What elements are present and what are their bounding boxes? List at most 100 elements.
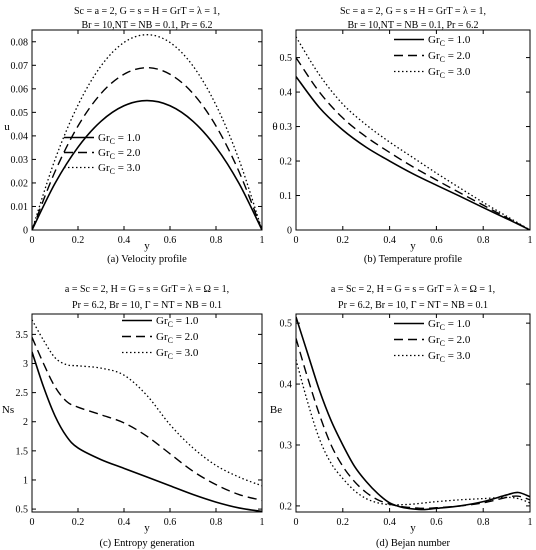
x-tick-label: 0 xyxy=(30,235,35,246)
series-line-3 xyxy=(296,359,530,506)
y-tick-label: 0 xyxy=(287,226,292,237)
y-tick-label: 0.5 xyxy=(280,319,293,330)
y-axis-label: Ns xyxy=(2,404,14,416)
x-tick-label: 1 xyxy=(260,517,265,528)
x-tick-label: 0.2 xyxy=(72,235,85,246)
x-tick-label: 0.6 xyxy=(164,235,177,246)
x-tick-label: 0.6 xyxy=(430,235,443,246)
params-line-1: a = Sc = 2, H = G = s = GrT = λ = Ω = 1, xyxy=(65,284,229,295)
y-tick-label: 0.4 xyxy=(280,88,293,99)
legend-label-base: Gr xyxy=(156,315,168,327)
y-tick-label: 0.5 xyxy=(280,53,293,64)
legend-label-value: = 1.0 xyxy=(445,34,471,46)
x-tick-label: 0.8 xyxy=(477,235,490,246)
y-tick-label: 0.4 xyxy=(280,380,293,391)
plot-frame xyxy=(31,313,263,513)
x-tick-label: 0 xyxy=(294,235,299,246)
y-tick-label: 0.02 xyxy=(11,178,29,189)
legend-label-3: GrC = 3.0 xyxy=(428,66,471,80)
legend-label-base: Gr xyxy=(428,66,440,78)
legend-label-1: GrC = 1.0 xyxy=(98,132,141,146)
legend-label-subscript: C xyxy=(440,355,445,364)
x-tick-label: 0.8 xyxy=(477,517,490,528)
y-tick-label: 0.2 xyxy=(280,157,293,168)
y-tick-label: 0.04 xyxy=(11,131,29,142)
x-axis-label: y xyxy=(144,522,150,534)
legend-label-2: GrC = 2.0 xyxy=(156,331,199,345)
y-tick-label: 0.01 xyxy=(11,202,29,213)
params-line-1: a = Sc = 2, H = G = s = GrT = λ = Ω = 1, xyxy=(331,284,495,295)
legend-label-3: GrC = 3.0 xyxy=(98,162,141,176)
legend-label-subscript: C xyxy=(440,339,445,348)
x-tick-label: 0.2 xyxy=(337,235,350,246)
panel-caption: (a) Velocity profile xyxy=(107,254,187,265)
chart-panel-3: a = Sc = 2, H = G = s = GrT = λ = Ω = 1,… xyxy=(270,284,533,549)
legend-label-subscript: C xyxy=(168,336,173,345)
x-tick-label: 0.4 xyxy=(118,517,131,528)
series-line-2 xyxy=(296,338,530,510)
legend-label-2: GrC = 2.0 xyxy=(98,147,141,161)
legend-label-base: Gr xyxy=(428,350,440,362)
x-tick-label: 0.4 xyxy=(383,235,396,246)
chart-panel-0: Sc = a = 2, G = s = H = GrT = λ = 1, Br =… xyxy=(4,6,264,265)
y-axis-label: Be xyxy=(270,404,282,416)
legend-label-value: = 3.0 xyxy=(445,66,471,78)
legend-label-subscript: C xyxy=(440,55,445,64)
y-tick-label: 0.07 xyxy=(11,61,29,72)
legend-label-base: Gr xyxy=(98,147,110,159)
panel-caption: (b) Temperature profile xyxy=(364,254,463,265)
params-line-2: Br = 10,NT = NB = 0.1, Pr = 6.2 xyxy=(348,20,479,31)
series-line-3 xyxy=(32,34,262,230)
x-tick-label: 0 xyxy=(294,517,299,528)
x-tick-label: 1 xyxy=(260,235,265,246)
legend-label-value: = 1.0 xyxy=(173,315,199,327)
plot-frame xyxy=(31,29,263,231)
legend-label-value: = 2.0 xyxy=(173,331,199,343)
series-line-1 xyxy=(32,351,262,512)
legend-label-value: = 1.0 xyxy=(115,132,141,144)
x-tick-label: 0.6 xyxy=(164,517,177,528)
legend-label-1: GrC = 1.0 xyxy=(428,318,471,332)
legend-label-base: Gr xyxy=(156,347,168,359)
legend-label-value: = 2.0 xyxy=(115,147,141,159)
legend-label-subscript: C xyxy=(440,71,445,80)
legend-label-subscript: C xyxy=(110,167,115,176)
legend-label-subscript: C xyxy=(440,39,445,48)
legend-label-value: = 2.0 xyxy=(445,334,471,346)
legend-label-value: = 1.0 xyxy=(445,318,471,330)
y-tick-label: 0.06 xyxy=(11,84,29,95)
series-line-2 xyxy=(32,66,262,230)
legend-label-subscript: C xyxy=(110,137,115,146)
legend-label-subscript: C xyxy=(440,323,445,332)
y-tick-label: 0.05 xyxy=(11,108,29,119)
y-tick-label: 1.5 xyxy=(16,446,29,457)
series-line-2 xyxy=(32,337,262,502)
legend-label-base: Gr xyxy=(428,318,440,330)
legend-label-base: Gr xyxy=(98,162,110,174)
y-tick-label: 0.3 xyxy=(280,122,293,133)
legend-label-2: GrC = 2.0 xyxy=(428,50,471,64)
legend-label-value: = 2.0 xyxy=(445,50,471,62)
legend-label-base: Gr xyxy=(98,132,110,144)
x-axis-label: y xyxy=(144,240,150,252)
y-axis-label: θ xyxy=(272,121,277,133)
panel-caption: (d) Bejan number xyxy=(376,538,451,549)
legend-label-1: GrC = 1.0 xyxy=(428,34,471,48)
legend-label-value: = 3.0 xyxy=(115,162,141,174)
x-tick-label: 0.2 xyxy=(72,517,85,528)
series-line-1 xyxy=(296,76,530,230)
y-tick-label: 3 xyxy=(23,359,28,370)
x-tick-label: 0.6 xyxy=(430,517,443,528)
x-axis-label: y xyxy=(410,240,416,252)
y-tick-label: 3.5 xyxy=(16,330,29,341)
params-line-2: Pr = 6.2, Br = 10, Γ = NT = NB = 0.1 xyxy=(338,300,488,311)
params-line-2: Pr = 6.2, Br = 10, Γ = NT = NB = 0.1 xyxy=(72,300,222,311)
x-tick-label: 0.4 xyxy=(118,235,131,246)
series-line-1 xyxy=(296,316,530,511)
x-tick-label: 0 xyxy=(30,517,35,528)
legend-label-3: GrC = 3.0 xyxy=(428,350,471,364)
legend-label-2: GrC = 2.0 xyxy=(428,334,471,348)
